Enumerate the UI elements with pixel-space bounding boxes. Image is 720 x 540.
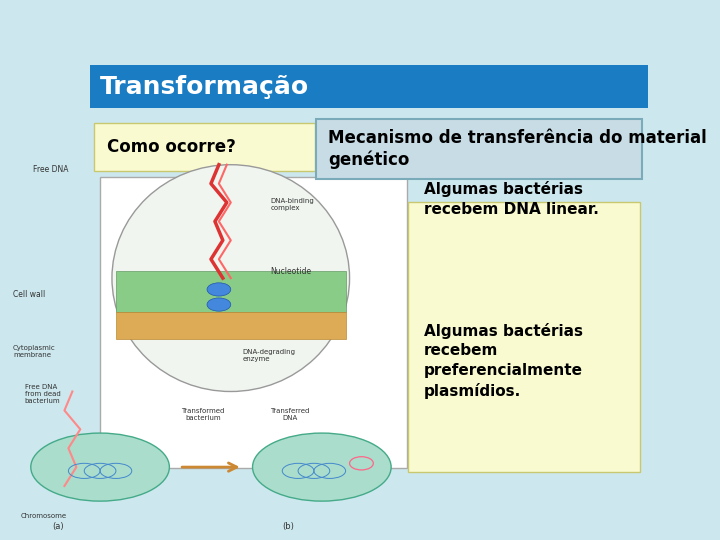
- Text: DNA-degrading
enzyme: DNA-degrading enzyme: [243, 349, 296, 362]
- Text: DNA-binding
complex: DNA-binding complex: [271, 198, 314, 211]
- Text: Free DNA
from dead
bacterium: Free DNA from dead bacterium: [24, 384, 60, 404]
- Text: Mecanismo de transferência do material
genético: Mecanismo de transferência do material g…: [328, 129, 707, 170]
- Circle shape: [112, 165, 350, 392]
- Ellipse shape: [253, 433, 391, 501]
- FancyBboxPatch shape: [116, 271, 346, 312]
- Text: Algumas bactérias
recebem
preferencialmente
plasmídios.: Algumas bactérias recebem preferencialme…: [423, 322, 582, 400]
- Text: Algumas bactérias
recebem DNA linear.: Algumas bactérias recebem DNA linear.: [423, 181, 598, 217]
- FancyBboxPatch shape: [90, 65, 648, 109]
- Text: Cytoplasmic
membrane: Cytoplasmic membrane: [13, 346, 55, 359]
- Ellipse shape: [207, 298, 231, 311]
- Text: Nucleotide: Nucleotide: [271, 267, 312, 276]
- Text: Como ocorre?: Como ocorre?: [107, 138, 235, 156]
- Text: Free DNA: Free DNA: [33, 165, 68, 174]
- Text: Transferred
DNA: Transferred DNA: [271, 408, 310, 421]
- FancyBboxPatch shape: [116, 312, 346, 339]
- Ellipse shape: [207, 283, 231, 296]
- Text: Transformação: Transformação: [100, 75, 309, 99]
- Text: Chromosome: Chromosome: [21, 513, 67, 519]
- FancyBboxPatch shape: [100, 177, 407, 468]
- Text: (b): (b): [282, 523, 294, 531]
- FancyBboxPatch shape: [408, 202, 639, 472]
- Ellipse shape: [31, 433, 169, 501]
- Text: (a): (a): [53, 523, 64, 531]
- Text: Cell wall: Cell wall: [13, 290, 45, 299]
- FancyBboxPatch shape: [316, 119, 642, 179]
- FancyBboxPatch shape: [94, 123, 315, 171]
- Text: Transformed
bacterium: Transformed bacterium: [181, 408, 225, 421]
